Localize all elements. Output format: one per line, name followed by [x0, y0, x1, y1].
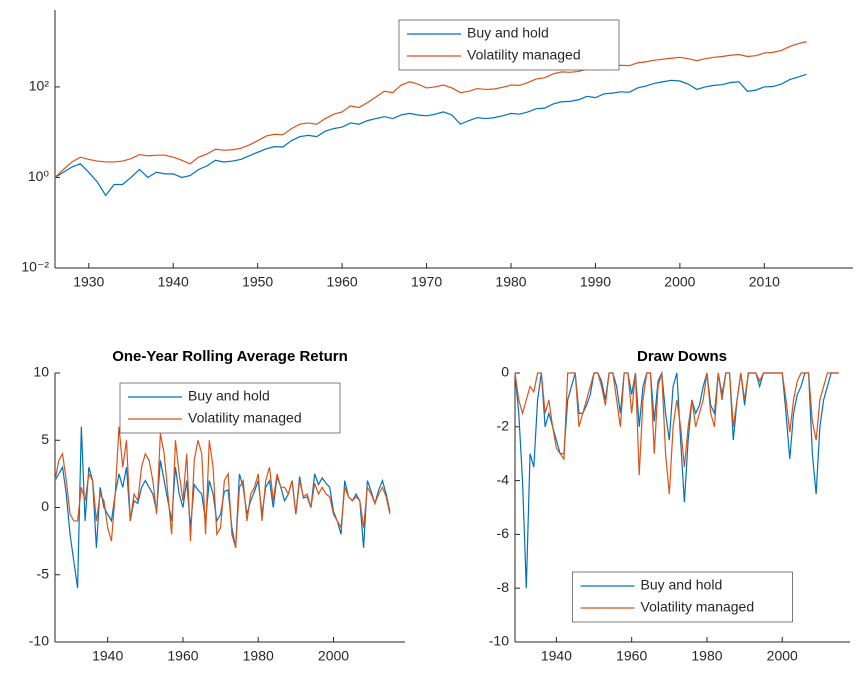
x-tick-label: 1980 — [495, 274, 526, 290]
x-tick-label: 1930 — [73, 274, 104, 290]
y-tick-label: 0 — [501, 364, 509, 380]
x-tick-label: 1960 — [167, 648, 198, 664]
x-tick-label: 2000 — [664, 274, 695, 290]
y-tick-label: 10⁰ — [28, 168, 50, 184]
x-tick-label: 2000 — [318, 648, 349, 664]
chart-title: Draw Downs — [637, 348, 727, 365]
chart-title: One-Year Rolling Average Return — [112, 348, 348, 365]
y-tick-label: -8 — [497, 579, 510, 595]
x-tick-label: 1950 — [242, 274, 273, 290]
x-tick-label: 2010 — [749, 274, 780, 290]
series-line — [54, 41, 807, 178]
y-tick-label: 10² — [29, 78, 50, 94]
x-tick-label: 1980 — [691, 648, 722, 664]
y-tick-label: -5 — [37, 565, 50, 581]
y-tick-label: -10 — [29, 633, 49, 649]
y-tick-label: 5 — [41, 431, 49, 447]
x-tick-label: 1990 — [580, 274, 611, 290]
x-tick-label: 1940 — [541, 648, 572, 664]
series-line — [514, 372, 839, 495]
y-tick-label: 0 — [41, 498, 49, 514]
y-tick-label: -2 — [497, 418, 510, 434]
legend-box — [119, 382, 341, 434]
y-tick-label: -6 — [497, 525, 510, 541]
legend-label: Buy and hold — [641, 577, 723, 593]
legend-box — [572, 571, 793, 623]
x-tick-label: 1980 — [243, 648, 274, 664]
legend-label: Buy and hold — [188, 388, 270, 404]
x-tick-label: 1970 — [411, 274, 442, 290]
legend-box — [398, 19, 620, 71]
x-tick-label: 1940 — [92, 648, 123, 664]
y-tick-label: -4 — [497, 471, 510, 487]
x-tick-label: 1940 — [158, 274, 189, 290]
legend-label: Volatility managed — [467, 47, 581, 63]
series-line — [54, 73, 807, 197]
legend-label: Volatility managed — [188, 410, 302, 426]
y-tick-label: -10 — [489, 633, 509, 649]
series-line — [54, 426, 391, 549]
x-tick-label: 2000 — [767, 648, 798, 664]
x-tick-label: 1960 — [616, 648, 647, 664]
y-tick-label: 10 — [33, 364, 49, 380]
series-line — [514, 370, 839, 589]
y-tick-label: 10⁻² — [21, 259, 49, 275]
x-tick-label: 1960 — [327, 274, 358, 290]
legend-label: Buy and hold — [467, 25, 549, 41]
legend-label: Volatility managed — [641, 599, 755, 615]
